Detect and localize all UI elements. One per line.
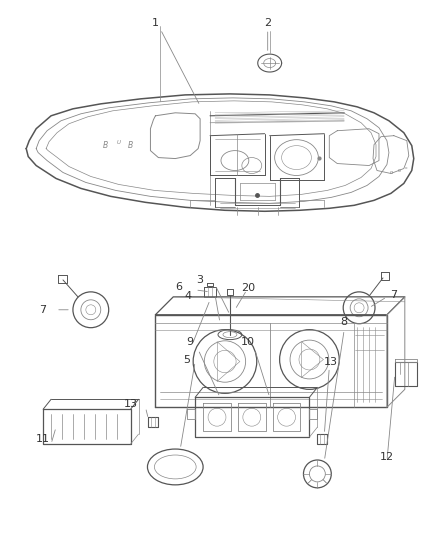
- Text: o: o: [390, 170, 394, 175]
- Text: 12: 12: [380, 452, 394, 462]
- Text: 13: 13: [124, 399, 138, 409]
- Text: 8: 8: [341, 317, 348, 327]
- Text: U: U: [117, 140, 120, 145]
- Text: o: o: [397, 168, 400, 173]
- Text: 4: 4: [185, 291, 192, 301]
- Text: 3: 3: [197, 275, 204, 285]
- Text: 1: 1: [152, 18, 159, 28]
- Text: B: B: [128, 141, 133, 150]
- Text: 13: 13: [324, 358, 338, 367]
- Text: 9: 9: [187, 337, 194, 346]
- Text: 2: 2: [264, 18, 271, 28]
- Text: 20: 20: [241, 283, 255, 293]
- Text: 6: 6: [175, 282, 182, 292]
- Text: 5: 5: [183, 354, 190, 365]
- Text: o: o: [405, 166, 407, 169]
- Text: 7: 7: [39, 305, 47, 315]
- Text: B: B: [103, 141, 108, 150]
- Text: 11: 11: [36, 434, 50, 444]
- Text: 10: 10: [241, 337, 255, 346]
- Text: 7: 7: [390, 290, 397, 300]
